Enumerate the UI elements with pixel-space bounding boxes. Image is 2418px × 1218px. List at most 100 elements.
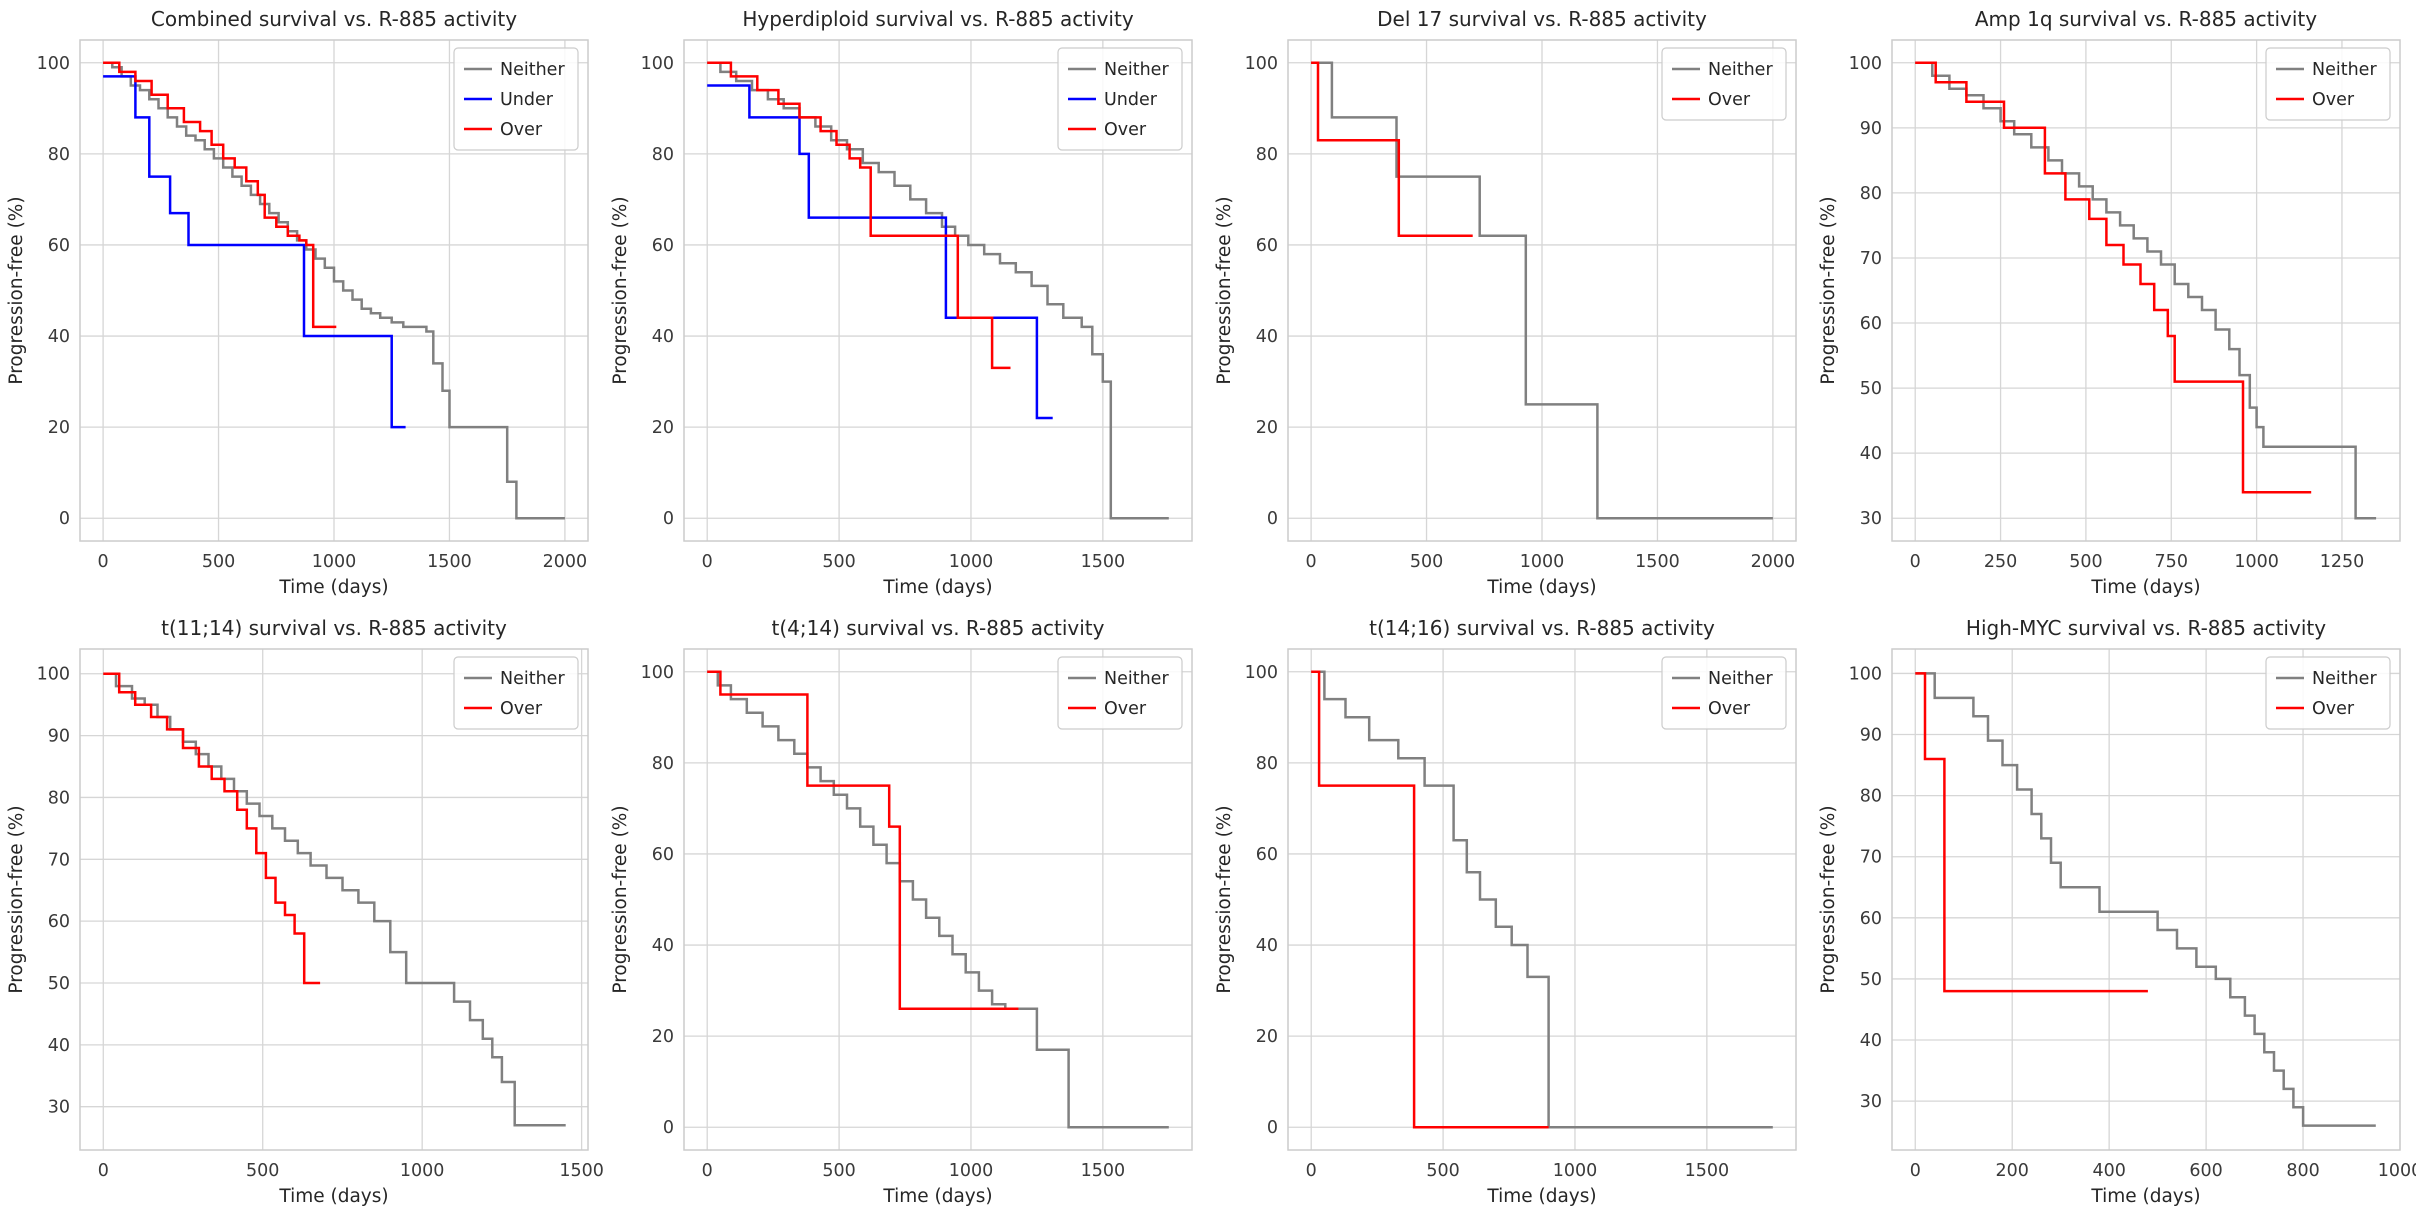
- svg-text:Over: Over: [1104, 699, 1147, 719]
- svg-text:500: 500: [822, 552, 855, 572]
- svg-text:Neither: Neither: [1104, 669, 1169, 689]
- svg-text:50: 50: [48, 974, 70, 994]
- svg-text:Over: Over: [1708, 699, 1751, 719]
- svg-text:Time (days): Time (days): [882, 1186, 992, 1207]
- svg-text:Progression-free (%): Progression-free (%): [1818, 196, 1839, 384]
- svg-text:High-MYC survival vs. R-885 ac: High-MYC survival vs. R-885 activity: [1966, 616, 2326, 640]
- svg-text:Over: Over: [500, 699, 543, 719]
- svg-text:100: 100: [641, 54, 674, 74]
- svg-text:Combined survival vs. R-885 ac: Combined survival vs. R-885 activity: [151, 7, 517, 31]
- svg-text:Over: Over: [500, 120, 543, 140]
- svg-text:500: 500: [246, 1161, 279, 1181]
- svg-text:Over: Over: [1708, 90, 1751, 110]
- chart-svg: 0 500 1000 1500 0 20 40 60 80 100 t(14;16) surviva…: [1214, 616, 1797, 1207]
- svg-text:100: 100: [1849, 664, 1882, 684]
- svg-text:1000: 1000: [2234, 552, 2279, 572]
- svg-text:100: 100: [37, 54, 70, 74]
- svg-text:t(14;16) survival vs. R-885 ac: t(14;16) survival vs. R-885 activity: [1369, 616, 1715, 640]
- svg-text:0: 0: [663, 509, 674, 529]
- svg-text:100: 100: [37, 665, 70, 685]
- svg-text:1500: 1500: [1081, 552, 1126, 572]
- svg-text:1000: 1000: [2378, 1161, 2416, 1181]
- svg-text:30: 30: [1860, 1092, 1882, 1112]
- svg-text:0: 0: [1306, 1161, 1317, 1181]
- svg-text:60: 60: [1860, 314, 1882, 334]
- svg-text:0: 0: [98, 1161, 109, 1181]
- svg-text:20: 20: [1256, 418, 1278, 438]
- svg-text:Over: Over: [2312, 699, 2355, 719]
- chart-t4-14-survival: 0 500 1000 1500 0 20 40 60 80 100 t(4;14) survival…: [604, 609, 1208, 1218]
- svg-text:Neither: Neither: [500, 60, 565, 80]
- svg-text:400: 400: [2092, 1161, 2125, 1181]
- svg-text:60: 60: [1860, 909, 1882, 929]
- svg-text:1000: 1000: [949, 1161, 994, 1181]
- svg-text:t(11;14) survival vs. R-885 ac: t(11;14) survival vs. R-885 activity: [161, 616, 507, 640]
- svg-text:80: 80: [652, 754, 674, 774]
- svg-text:100: 100: [641, 663, 674, 683]
- legend: Neither Over: [1661, 656, 1787, 730]
- svg-text:Under: Under: [1104, 90, 1158, 110]
- svg-text:Progression-free (%): Progression-free (%): [1214, 196, 1235, 384]
- chart-svg: 0 500 1000 1500 2000 0 20 40 60 80 100 Del 17 survi…: [1214, 7, 1797, 598]
- svg-text:50: 50: [1860, 970, 1882, 990]
- svg-text:1000: 1000: [949, 552, 994, 572]
- svg-text:70: 70: [1860, 249, 1882, 269]
- svg-text:40: 40: [1256, 936, 1278, 956]
- svg-text:80: 80: [652, 145, 674, 165]
- svg-text:100: 100: [1245, 663, 1278, 683]
- svg-text:500: 500: [202, 552, 235, 572]
- svg-text:60: 60: [652, 236, 674, 256]
- svg-text:Under: Under: [500, 90, 554, 110]
- svg-text:40: 40: [652, 936, 674, 956]
- svg-text:200: 200: [1996, 1161, 2029, 1181]
- svg-text:500: 500: [822, 1161, 855, 1181]
- svg-text:40: 40: [1860, 444, 1882, 464]
- svg-text:1000: 1000: [400, 1161, 445, 1181]
- svg-text:20: 20: [1256, 1027, 1278, 1047]
- svg-text:60: 60: [1256, 845, 1278, 865]
- svg-text:1000: 1000: [312, 552, 357, 572]
- legend: Neither Under Over: [453, 47, 579, 151]
- chart-t11-14-survival: 0 500 1000 1500 30 40 50 60 70 80 90 100 t(11;14) su…: [0, 609, 604, 1218]
- svg-text:80: 80: [1256, 754, 1278, 774]
- svg-text:40: 40: [48, 1036, 70, 1056]
- svg-text:Over: Over: [2312, 90, 2355, 110]
- svg-text:Amp 1q survival vs. R-885 acti: Amp 1q survival vs. R-885 activity: [1975, 7, 2317, 31]
- svg-text:0: 0: [1910, 1161, 1921, 1181]
- svg-text:Neither: Neither: [2312, 60, 2377, 80]
- svg-text:90: 90: [48, 727, 70, 747]
- svg-text:Time (days): Time (days): [1486, 577, 1596, 598]
- svg-text:Neither: Neither: [500, 669, 565, 689]
- svg-text:40: 40: [652, 327, 674, 347]
- svg-text:250: 250: [1984, 552, 2017, 572]
- svg-text:t(4;14) survival vs. R-885 act: t(4;14) survival vs. R-885 activity: [772, 616, 1105, 640]
- svg-text:60: 60: [1256, 236, 1278, 256]
- svg-text:Hyperdiploid survival vs. R-88: Hyperdiploid survival vs. R-885 activity: [742, 7, 1134, 31]
- svg-text:80: 80: [1860, 787, 1882, 807]
- svg-text:60: 60: [48, 912, 70, 932]
- chart-t14-16-survival: 0 500 1000 1500 0 20 40 60 80 100 t(14;16) surviva…: [1208, 609, 1812, 1218]
- svg-text:Time (days): Time (days): [1486, 1186, 1596, 1207]
- svg-text:Time (days): Time (days): [278, 577, 388, 598]
- svg-text:Time (days): Time (days): [2090, 1186, 2200, 1207]
- svg-text:20: 20: [48, 418, 70, 438]
- svg-text:0: 0: [1306, 552, 1317, 572]
- svg-text:1500: 1500: [1635, 552, 1680, 572]
- svg-text:Over: Over: [1104, 120, 1147, 140]
- svg-text:500: 500: [1410, 552, 1443, 572]
- chart-combined-survival: 0 500 1000 1500 2000 0 20 40 60 80 100 Combined sur…: [0, 0, 604, 609]
- svg-text:500: 500: [2069, 552, 2102, 572]
- svg-text:2000: 2000: [1751, 552, 1796, 572]
- svg-text:0: 0: [702, 552, 713, 572]
- svg-text:20: 20: [652, 1027, 674, 1047]
- svg-text:1250: 1250: [2320, 552, 2365, 572]
- svg-text:40: 40: [48, 327, 70, 347]
- svg-text:Time (days): Time (days): [882, 577, 992, 598]
- legend: Neither Over: [453, 656, 579, 730]
- svg-text:90: 90: [1860, 726, 1882, 746]
- svg-text:Progression-free (%): Progression-free (%): [6, 805, 27, 993]
- svg-text:100: 100: [1245, 54, 1278, 74]
- chart-svg: 0 500 1000 1500 2000 0 20 40 60 80 100 Combined sur…: [6, 7, 589, 598]
- svg-text:Progression-free (%): Progression-free (%): [6, 196, 27, 384]
- svg-text:Neither: Neither: [1708, 669, 1773, 689]
